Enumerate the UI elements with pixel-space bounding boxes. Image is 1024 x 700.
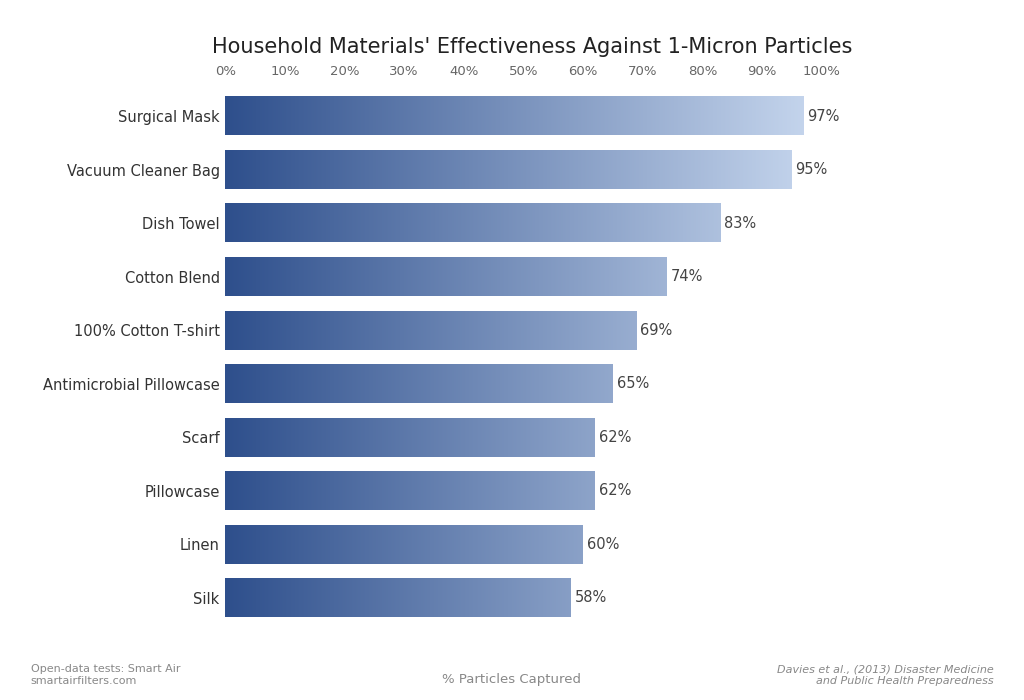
Text: Open-data tests: Smart Air
smartairfilters.com: Open-data tests: Smart Air smartairfilte… <box>31 664 180 686</box>
Text: 62%: 62% <box>599 483 631 498</box>
Text: Davies et al., (2013) Disaster Medicine
and Public Health Preparedness: Davies et al., (2013) Disaster Medicine … <box>776 664 993 686</box>
Text: 62%: 62% <box>599 430 631 444</box>
Text: 74%: 74% <box>671 270 702 284</box>
Text: 65%: 65% <box>616 377 649 391</box>
Text: 69%: 69% <box>640 323 673 337</box>
Text: % Particles Captured: % Particles Captured <box>442 673 582 686</box>
Text: 60%: 60% <box>587 537 620 552</box>
Text: 97%: 97% <box>808 108 840 124</box>
Text: 58%: 58% <box>574 590 607 606</box>
Text: 83%: 83% <box>724 216 756 231</box>
Title: Household Materials' Effectiveness Against 1-Micron Particles: Household Materials' Effectiveness Again… <box>212 37 853 57</box>
Text: 95%: 95% <box>796 162 827 177</box>
